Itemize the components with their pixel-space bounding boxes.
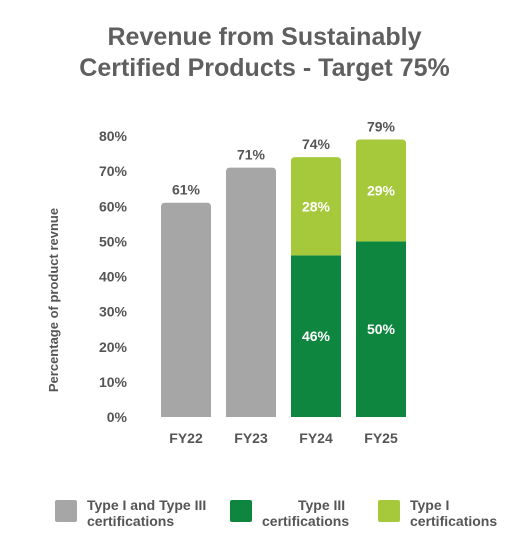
x-tick-label: FY22 bbox=[169, 430, 203, 446]
bar-segment bbox=[161, 202, 211, 417]
legend-label-line: Type III bbox=[298, 497, 346, 513]
legend-label: Type I certifications bbox=[410, 497, 497, 529]
bar-segment bbox=[291, 157, 341, 256]
bar-segment-label: 28% bbox=[302, 198, 331, 214]
bar-segment-label: 29% bbox=[367, 182, 396, 198]
y-tick-label: 70% bbox=[99, 163, 128, 179]
bar-segment bbox=[226, 167, 276, 417]
chart-title-line-2: Certified Products - Target 75% bbox=[79, 54, 450, 82]
y-tick-label: 50% bbox=[99, 233, 128, 249]
legend-label-line: Type I bbox=[410, 497, 450, 513]
y-tick-label: 60% bbox=[99, 198, 128, 214]
legend-item-type-i: Type I certifications bbox=[378, 497, 497, 529]
legend-label-line: certifications bbox=[410, 513, 498, 529]
bar-segment bbox=[291, 255, 341, 417]
chart-title-line-1: Revenue from Sustainably bbox=[107, 23, 422, 51]
legend-swatch-dark-green bbox=[230, 500, 252, 522]
bar-segment-label: 50% bbox=[367, 321, 396, 337]
y-tick-label: 10% bbox=[99, 374, 128, 390]
bar-segment-label: 46% bbox=[302, 328, 331, 344]
legend-label-line: Type I and Type III bbox=[87, 497, 207, 513]
bar-total-label: 74% bbox=[302, 136, 331, 152]
y-axis-label: Percentage of product revnue bbox=[46, 208, 61, 392]
bar-chart: Percentage of product revnue 0% 10% 20% 30%… bbox=[46, 119, 406, 446]
x-tick-label: FY25 bbox=[364, 430, 398, 446]
legend-item-type-iii: Type III certifications bbox=[230, 497, 349, 529]
bar-total-label: 71% bbox=[237, 147, 266, 163]
legend-label: Type III certifications bbox=[262, 497, 349, 529]
chart-title: Revenue from Sustainably Certified Produ… bbox=[0, 22, 529, 84]
bar-total-label: 61% bbox=[172, 182, 201, 198]
legend-label-line: certifications bbox=[262, 513, 350, 529]
x-tick-label: FY24 bbox=[299, 430, 333, 446]
legend-swatch-gray bbox=[55, 500, 77, 522]
legend-label: Type I and Type III certifications bbox=[87, 497, 206, 529]
x-tick-label: FY23 bbox=[234, 430, 268, 446]
bar-segment bbox=[356, 139, 406, 242]
y-tick-label: 40% bbox=[99, 269, 128, 285]
bar-segment bbox=[356, 241, 406, 417]
bar-total-label: 79% bbox=[367, 119, 396, 135]
y-tick-label: 80% bbox=[99, 128, 128, 144]
y-tick-label: 0% bbox=[107, 409, 128, 425]
legend-item-type-i-and-iii: Type I and Type III certifications bbox=[55, 497, 206, 529]
y-tick-label: 30% bbox=[99, 304, 128, 320]
y-tick-label: 20% bbox=[99, 339, 128, 355]
legend-swatch-light-green bbox=[378, 500, 400, 522]
legend-label-line: certifications bbox=[87, 513, 175, 529]
